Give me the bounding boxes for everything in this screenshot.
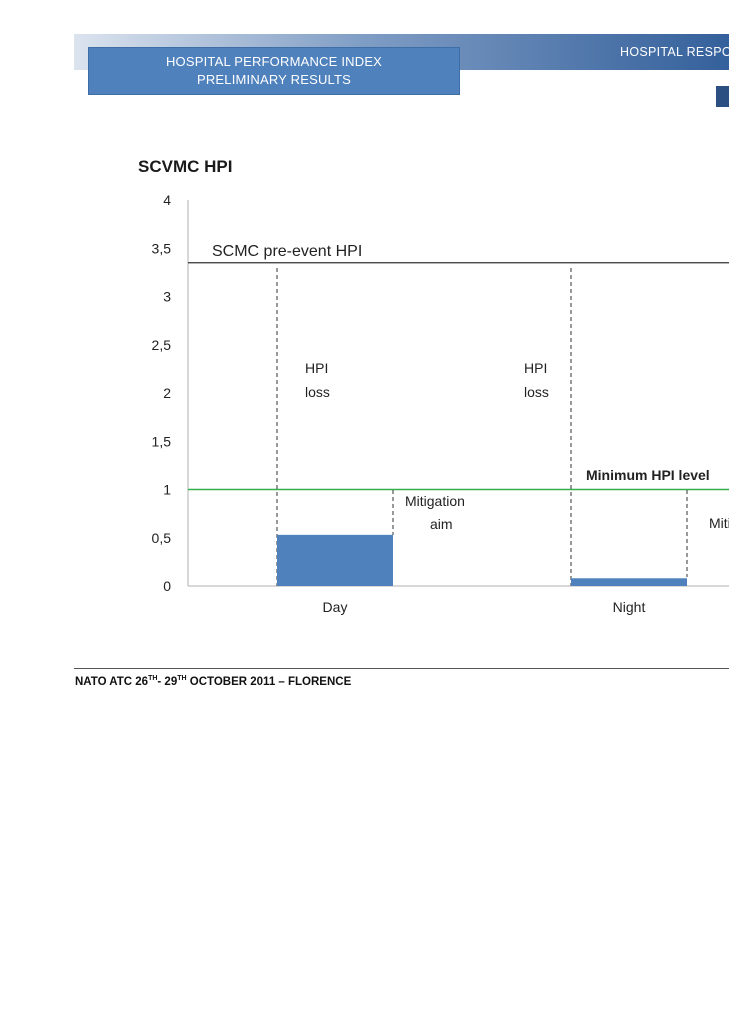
header-title-box: HOSPITAL PERFORMANCE INDEX PRELIMINARY R… [88,47,460,95]
footer-sup2: TH [177,675,187,683]
footer-prefix: NATO ATC 26 [75,676,149,688]
hpi-loss-day-line1: HPI [305,360,328,376]
bar-night [571,578,687,586]
footer-text: NATO ATC 26TH- 29TH OCTOBER 2011 – FLORE… [75,675,352,688]
y-tick-label: 2,5 [152,337,172,353]
bar-day [277,534,393,586]
header-title-line2: PRELIMINARY RESULTS [196,72,352,87]
category-label-day: Day [323,599,348,615]
y-tick-label: 4 [163,192,171,208]
category-label-night: Night [613,599,646,615]
corner-block [716,86,729,107]
minimum-level-label: Minimum HPI level [586,467,710,483]
footer-sup1: TH [148,675,158,683]
footer-middle: - 29 [157,676,178,688]
y-tick-label: 3 [163,289,171,305]
chart-title: SCVMC HPI [138,157,233,176]
footer-suffix: OCTOBER 2011 – FLORENCE [186,676,352,688]
chart: 0 0,5 1 1,5 2 2,5 3 3,5 4 SCMC pre-event HPI Min… [152,192,729,615]
y-tick-label: 3,5 [152,240,172,256]
mitigation-night-line1: Miti [709,515,729,531]
pre-event-label: SCMC pre-event HPI [212,243,362,260]
y-tick-label: 0 [163,578,171,594]
y-tick-label: 2 [163,385,171,401]
y-tick-label: 1 [163,482,171,498]
mitigation-aim-line1: Mitigation [405,493,465,509]
header-title-line1: HOSPITAL PERFORMANCE INDEX [165,54,383,69]
y-tick-label: 1,5 [152,433,172,449]
hpi-loss-night-line2: loss [524,384,549,400]
y-tick-labels: 0 0,5 1 1,5 2 2,5 3 3,5 4 [152,192,172,594]
hpi-loss-night-line1: HPI [524,360,547,376]
footer-rule [74,668,729,669]
mitigation-aim-line2: aim [430,516,453,532]
header-right-label: HOSPITAL RESPO [620,45,729,59]
y-tick-label: 0,5 [152,530,172,546]
hpi-loss-day-line2: loss [305,384,330,400]
